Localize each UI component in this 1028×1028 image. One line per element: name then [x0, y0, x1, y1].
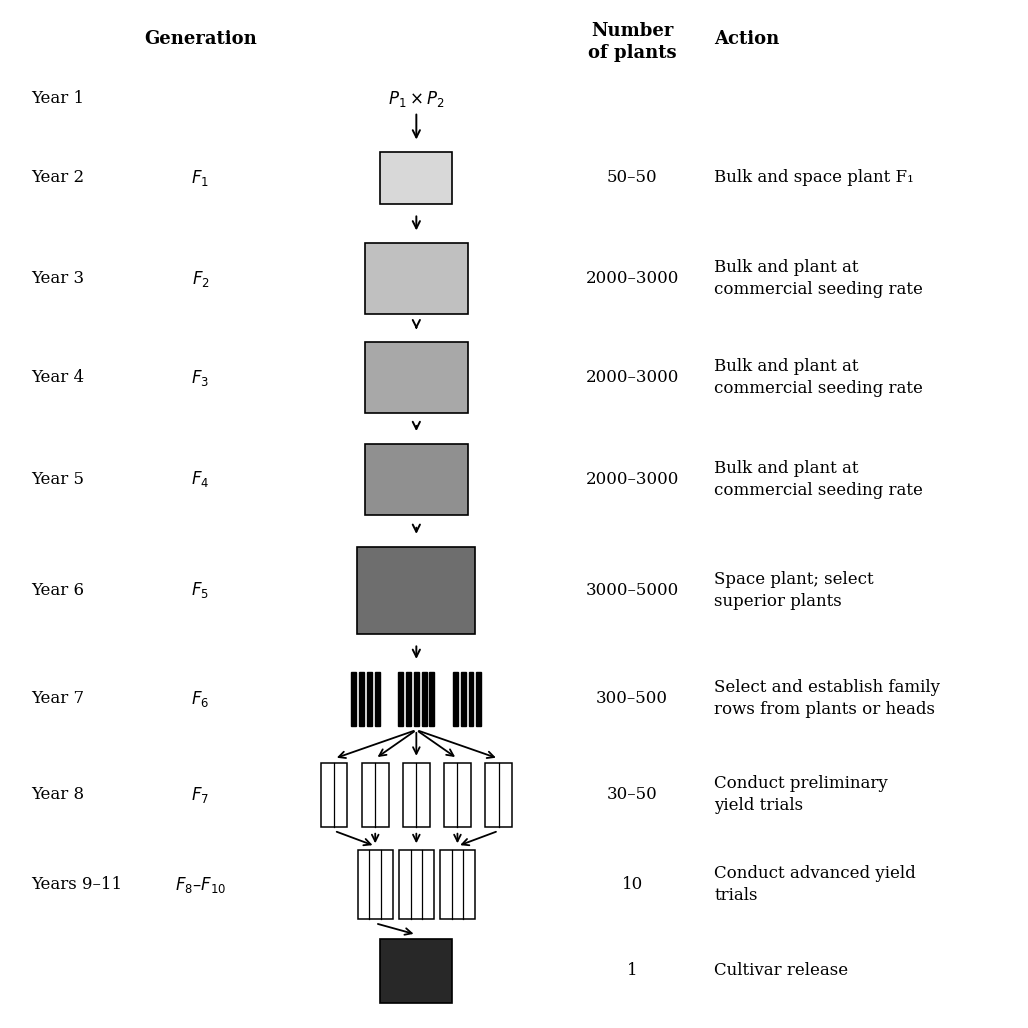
Text: $F_4$: $F_4$ — [191, 470, 210, 489]
Text: 2000–3000: 2000–3000 — [586, 471, 678, 488]
Text: Action: Action — [714, 30, 779, 47]
Text: 30–50: 30–50 — [607, 786, 658, 803]
Bar — [440, 850, 475, 919]
Bar — [430, 671, 435, 726]
Bar — [421, 671, 427, 726]
Text: Bulk and space plant F₁: Bulk and space plant F₁ — [714, 170, 914, 186]
Text: Bulk and plant at
commercial seeding rate: Bulk and plant at commercial seeding rat… — [714, 358, 923, 397]
Text: Select and establish family
rows from plants or heads: Select and establish family rows from pl… — [714, 680, 941, 719]
Text: 10: 10 — [622, 876, 642, 893]
Text: $F_5$: $F_5$ — [191, 580, 210, 600]
Bar — [485, 763, 512, 827]
Text: Conduct advanced yield
trials: Conduct advanced yield trials — [714, 866, 916, 905]
Text: 300–500: 300–500 — [596, 691, 668, 707]
Text: Years 9–11: Years 9–11 — [31, 876, 122, 893]
Bar — [359, 671, 364, 726]
Text: 2000–3000: 2000–3000 — [586, 270, 678, 287]
Text: 2000–3000: 2000–3000 — [586, 369, 678, 387]
Bar — [380, 152, 452, 204]
Text: Cultivar release: Cultivar release — [714, 962, 848, 979]
Bar — [362, 763, 389, 827]
Text: Bulk and plant at
commercial seeding rate: Bulk and plant at commercial seeding rat… — [714, 259, 923, 298]
Bar — [461, 671, 466, 726]
Text: $F_1$: $F_1$ — [191, 168, 210, 188]
Text: Year 4: Year 4 — [31, 369, 84, 387]
Bar — [367, 671, 372, 726]
Text: 1: 1 — [627, 962, 637, 979]
Text: $F_6$: $F_6$ — [191, 689, 210, 709]
Bar — [365, 444, 468, 515]
Bar — [375, 671, 379, 726]
Text: Year 3: Year 3 — [31, 270, 84, 287]
Text: $F_8$–$F_{10}$: $F_8$–$F_{10}$ — [175, 875, 226, 894]
Text: Space plant; select
superior plants: Space plant; select superior plants — [714, 571, 874, 610]
Text: $P_1 \times P_2$: $P_1 \times P_2$ — [388, 88, 445, 109]
Text: Year 7: Year 7 — [31, 691, 84, 707]
Bar — [358, 547, 475, 633]
Bar — [444, 763, 471, 827]
Text: Year 1: Year 1 — [31, 90, 84, 107]
Bar — [358, 850, 393, 919]
Bar — [403, 763, 430, 827]
Text: Bulk and plant at
commercial seeding rate: Bulk and plant at commercial seeding rat… — [714, 460, 923, 499]
Bar — [399, 850, 434, 919]
Bar — [406, 671, 411, 726]
Text: 50–50: 50–50 — [607, 170, 658, 186]
Bar — [414, 671, 418, 726]
Text: $F_3$: $F_3$ — [191, 368, 210, 388]
Bar — [365, 244, 468, 315]
Text: Conduct preliminary
yield trials: Conduct preliminary yield trials — [714, 775, 888, 814]
Text: 3000–5000: 3000–5000 — [586, 582, 678, 598]
Bar — [453, 671, 457, 726]
Bar — [476, 671, 481, 726]
Text: Year 8: Year 8 — [31, 786, 84, 803]
Bar — [380, 939, 452, 1002]
Text: $F_7$: $F_7$ — [191, 784, 210, 805]
Text: $F_2$: $F_2$ — [191, 268, 210, 289]
Bar — [365, 342, 468, 413]
Bar — [352, 671, 357, 726]
Bar — [398, 671, 403, 726]
Text: Year 5: Year 5 — [31, 471, 84, 488]
Text: Number
of plants: Number of plants — [588, 22, 676, 62]
Bar — [469, 671, 474, 726]
Bar — [321, 763, 347, 827]
Text: Generation: Generation — [144, 30, 257, 47]
Text: Year 2: Year 2 — [31, 170, 84, 186]
Text: Year 6: Year 6 — [31, 582, 84, 598]
